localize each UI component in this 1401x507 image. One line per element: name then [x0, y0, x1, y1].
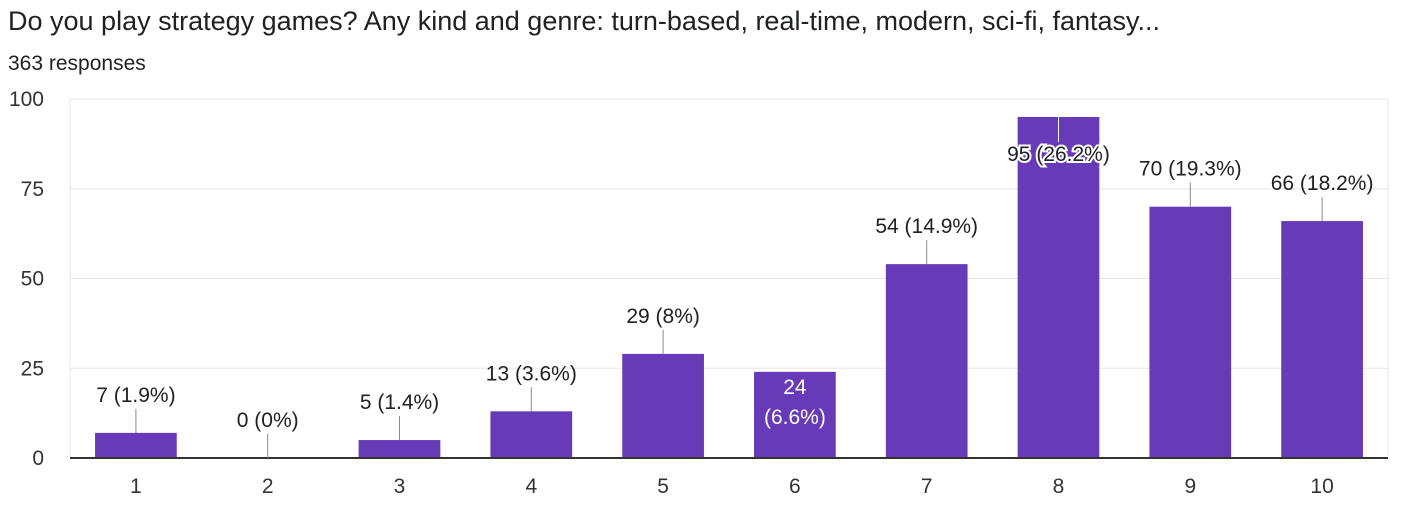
y-tick-label: 50: [21, 268, 44, 291]
y-tick-label: 75: [21, 178, 44, 201]
bar[interactable]: [885, 264, 968, 458]
bar[interactable]: [490, 411, 573, 458]
y-tick-label: 0: [32, 447, 44, 470]
data-label: 13 (3.6%): [486, 362, 577, 385]
data-label: (6.6%): [764, 406, 826, 429]
data-label: 70 (19.3%): [1139, 158, 1242, 181]
bars: [95, 116, 1363, 458]
data-label: 0 (0%): [237, 409, 299, 432]
x-tick-label: 7: [921, 475, 933, 498]
bar[interactable]: [1281, 221, 1363, 458]
x-tick-label: 1: [130, 475, 142, 498]
bar[interactable]: [1017, 116, 1100, 458]
x-tick-label: 2: [262, 475, 274, 498]
data-label: 7 (1.9%): [96, 384, 175, 407]
data-label: 29 (8%): [626, 305, 700, 328]
bar[interactable]: [95, 432, 177, 458]
data-label: 95 (26.2%): [1007, 143, 1110, 166]
bar[interactable]: [1149, 206, 1232, 458]
x-axis-ticks: 1 2 3 4 5 6 7 8 9 10: [70, 457, 1388, 498]
chart-title: Do you play strategy games? Any kind and…: [8, 6, 1161, 36]
x-tick-label: 10: [1310, 475, 1333, 498]
data-label: 66 (18.2%): [1271, 172, 1374, 195]
x-tick-label: 4: [525, 475, 537, 498]
bar[interactable]: [754, 371, 836, 458]
data-label: 24: [783, 376, 807, 399]
x-tick-label: 5: [657, 475, 669, 498]
y-axis-ticks: 0 25 50 75 100: [9, 88, 44, 470]
response-count: 363 responses: [8, 52, 146, 75]
bar[interactable]: [358, 440, 441, 458]
bar[interactable]: [622, 353, 704, 458]
x-tick-label: 9: [1184, 475, 1196, 498]
x-tick-label: 3: [394, 475, 406, 498]
x-tick-label: 6: [789, 475, 801, 498]
data-labels: 7 (1.9%) 0 (0%) 5 (1.4%) 13 (3.6%) 29 (8%) 24…: [96, 116, 1374, 458]
y-tick-label: 25: [21, 357, 44, 380]
x-tick-label: 8: [1053, 475, 1065, 498]
data-label: 5 (1.4%): [360, 391, 439, 414]
y-tick-label: 100: [9, 88, 44, 111]
data-label: 54 (14.9%): [875, 215, 978, 238]
